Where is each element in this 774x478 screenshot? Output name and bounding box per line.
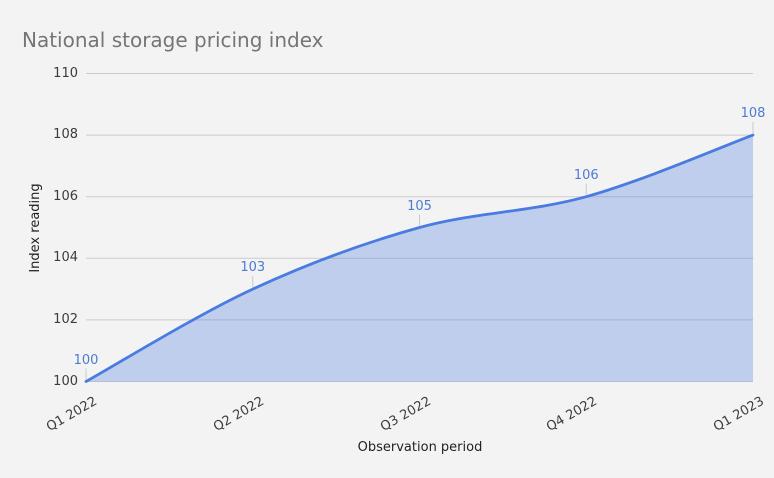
y-axis-title: Index reading (28, 183, 43, 273)
y-tick-label: 102 (53, 311, 78, 327)
chart-title: National storage pricing index (22, 28, 324, 52)
data-point-label: 100 (73, 352, 99, 368)
y-tick-label: 110 (53, 65, 78, 81)
y-tick-label: 104 (53, 250, 78, 266)
data-point-label: 105 (407, 198, 432, 214)
y-tick-label: 108 (53, 127, 78, 143)
data-point-label: 103 (240, 260, 266, 276)
data-point-label: 108 (740, 106, 766, 122)
data-point-label: 106 (573, 167, 599, 183)
y-tick-label: 106 (53, 188, 78, 204)
x-axis-title: Observation period (357, 440, 483, 455)
y-tick-label: 100 (53, 373, 78, 389)
series-line[interactable] (84, 133, 755, 383)
